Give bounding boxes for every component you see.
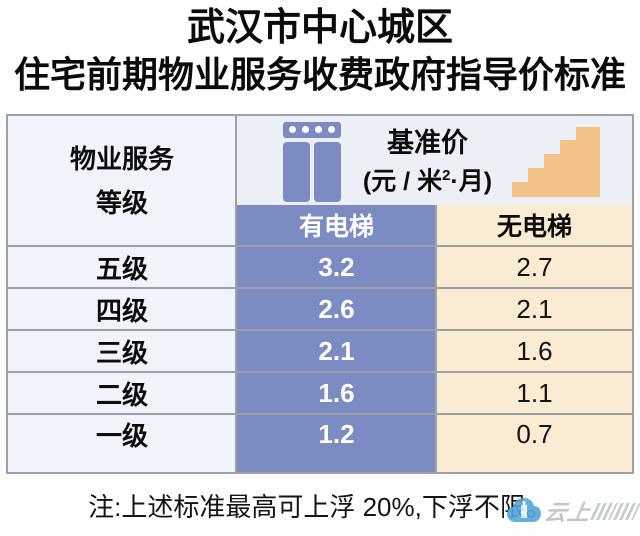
cloud-icon: [506, 498, 541, 522]
page-title-line-2: 住宅前期物业服务收费政府指导价标准: [13, 55, 626, 95]
fee-table: 物业服务 等级 基准价 (元 / 米2·月): [6, 114, 634, 474]
without-elevator-value: 0.7: [435, 413, 634, 474]
table-row-level-2: 二级 1.6 1.1: [6, 371, 634, 415]
subheader-with-elevator: 有电梯: [235, 205, 438, 247]
with-elevator-value: 1.2: [235, 413, 438, 474]
elevator-indicator-lights: [282, 121, 341, 138]
subheader-row: 有电梯 无电梯: [7, 205, 634, 247]
page-title-line-1: 武汉市中心城区: [186, 7, 453, 49]
table-row-level-3: 三级 2.1 1.6: [6, 329, 634, 373]
price-header-unit: (元 / 米2·月): [362, 166, 493, 196]
level-cell: 一级: [6, 413, 238, 474]
with-elevator-value: 3.2: [235, 245, 438, 289]
table-row-level-4: 四级 2.6 2.1: [6, 287, 634, 331]
price-header-text: 基准价 (元 / 米2·月): [363, 126, 492, 197]
table-row-level-5: 五级 3.2 2.7: [6, 245, 634, 289]
elevator-icon: [281, 121, 343, 202]
with-elevator-value: 2.1: [235, 329, 438, 373]
with-elevator-value: 1.6: [235, 371, 438, 415]
price-header-title: 基准价: [386, 127, 468, 158]
level-header-cell: 物业服务 等级: [6, 114, 238, 247]
level-cell: 三级: [6, 329, 238, 373]
elevator-doors: [282, 141, 341, 202]
level-cell: 五级: [6, 245, 238, 289]
without-elevator-value: 1.1: [435, 371, 634, 415]
without-elevator-value: 1.6: [435, 329, 634, 373]
stairs-icon: [512, 126, 601, 197]
watermark-stylized-glyph: [613, 502, 640, 520]
level-header-line-1: 物业服务: [69, 143, 174, 174]
page-title: 武汉市中心城区 住宅前期物业服务收费政府指导价标准: [0, 0, 640, 99]
header-row: 物业服务 等级 基准价 (元 / 米2·月): [6, 114, 634, 247]
without-elevator-value: 2.1: [435, 287, 634, 331]
subheader-without-elevator: 无电梯: [435, 205, 634, 247]
level-cell: 四级: [6, 287, 238, 331]
watermark: 云上: [506, 495, 640, 527]
price-header-cell: 基准价 (元 / 米2·月): [235, 114, 634, 205]
table-row-level-1: 一级 1.2 0.7: [6, 413, 634, 474]
footnote: 注:上述标准最高可上浮 20%,下浮不限。: [88, 492, 552, 522]
with-elevator-value: 2.6: [235, 287, 438, 331]
watermark-text: 云上: [542, 500, 593, 525]
level-header-line-2: 等级: [95, 187, 148, 218]
without-elevator-value: 2.7: [435, 245, 634, 289]
level-cell: 二级: [6, 371, 238, 415]
